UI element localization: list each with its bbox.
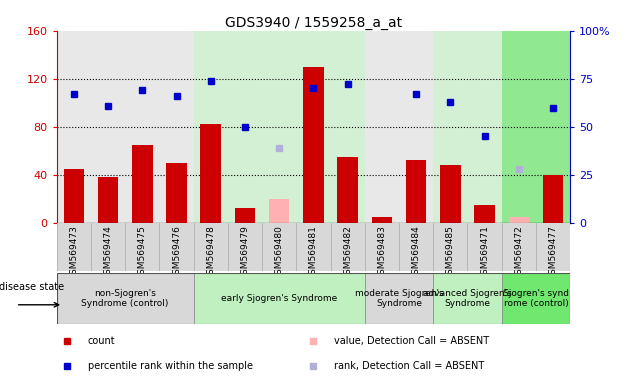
Text: GSM569471: GSM569471 <box>480 225 489 280</box>
Text: GSM569475: GSM569475 <box>138 225 147 280</box>
Bar <box>406 161 427 223</box>
Text: value, Detection Call = ABSENT: value, Detection Call = ABSENT <box>334 336 489 346</box>
Bar <box>132 145 152 223</box>
Text: GSM569483: GSM569483 <box>377 225 386 280</box>
Bar <box>159 223 193 271</box>
Bar <box>200 124 221 223</box>
Text: GSM569474: GSM569474 <box>103 225 113 280</box>
Text: GSM569476: GSM569476 <box>172 225 181 280</box>
Bar <box>501 273 570 324</box>
Bar <box>467 223 501 271</box>
Text: GSM569473: GSM569473 <box>69 225 78 280</box>
Bar <box>399 223 433 271</box>
Title: GDS3940 / 1559258_a_at: GDS3940 / 1559258_a_at <box>225 16 402 30</box>
Text: percentile rank within the sample: percentile rank within the sample <box>88 361 253 371</box>
Bar <box>365 31 433 223</box>
Bar <box>166 163 186 223</box>
Bar <box>296 223 331 271</box>
Bar <box>331 223 365 271</box>
Bar <box>508 217 529 223</box>
Text: GSM569485: GSM569485 <box>446 225 455 280</box>
Bar <box>338 157 358 223</box>
Bar <box>543 175 563 223</box>
Text: rank, Detection Call = ABSENT: rank, Detection Call = ABSENT <box>334 361 484 371</box>
Bar <box>91 223 125 271</box>
Bar <box>193 31 365 223</box>
Text: GSM569479: GSM569479 <box>241 225 249 280</box>
Bar <box>501 223 536 271</box>
Text: early Sjogren's Syndrome: early Sjogren's Syndrome <box>221 294 337 303</box>
Text: count: count <box>88 336 115 346</box>
Bar <box>365 223 399 271</box>
Text: GSM569482: GSM569482 <box>343 225 352 280</box>
Text: GSM569481: GSM569481 <box>309 225 318 280</box>
Bar <box>474 205 495 223</box>
Bar <box>372 217 392 223</box>
Text: non-Sjogren's
Syndrome (control): non-Sjogren's Syndrome (control) <box>81 289 169 308</box>
Bar <box>235 208 255 223</box>
Bar <box>193 273 365 324</box>
Bar <box>365 273 433 324</box>
Bar <box>501 31 570 223</box>
Text: GSM569477: GSM569477 <box>549 225 558 280</box>
Text: GSM569472: GSM569472 <box>514 225 524 280</box>
Bar <box>193 223 228 271</box>
Bar <box>269 199 289 223</box>
Text: disease state: disease state <box>0 282 64 292</box>
Bar <box>536 223 570 271</box>
Text: moderate Sjogren's
Syndrome: moderate Sjogren's Syndrome <box>355 289 444 308</box>
Bar <box>303 67 324 223</box>
Text: GSM569480: GSM569480 <box>275 225 284 280</box>
Bar <box>433 223 467 271</box>
Text: GSM569478: GSM569478 <box>206 225 215 280</box>
Text: GSM569484: GSM569484 <box>411 225 421 280</box>
Bar <box>433 31 501 223</box>
Bar <box>440 165 461 223</box>
Bar <box>98 177 118 223</box>
Bar <box>57 223 91 271</box>
Bar <box>228 223 262 271</box>
Bar <box>57 273 193 324</box>
Bar <box>57 31 193 223</box>
Bar <box>64 169 84 223</box>
Text: Sjogren's synd
rome (control): Sjogren's synd rome (control) <box>503 289 569 308</box>
Bar <box>433 273 501 324</box>
Text: advanced Sjogren's
Syndrome: advanced Sjogren's Syndrome <box>423 289 512 308</box>
Bar <box>262 223 296 271</box>
Bar <box>125 223 159 271</box>
